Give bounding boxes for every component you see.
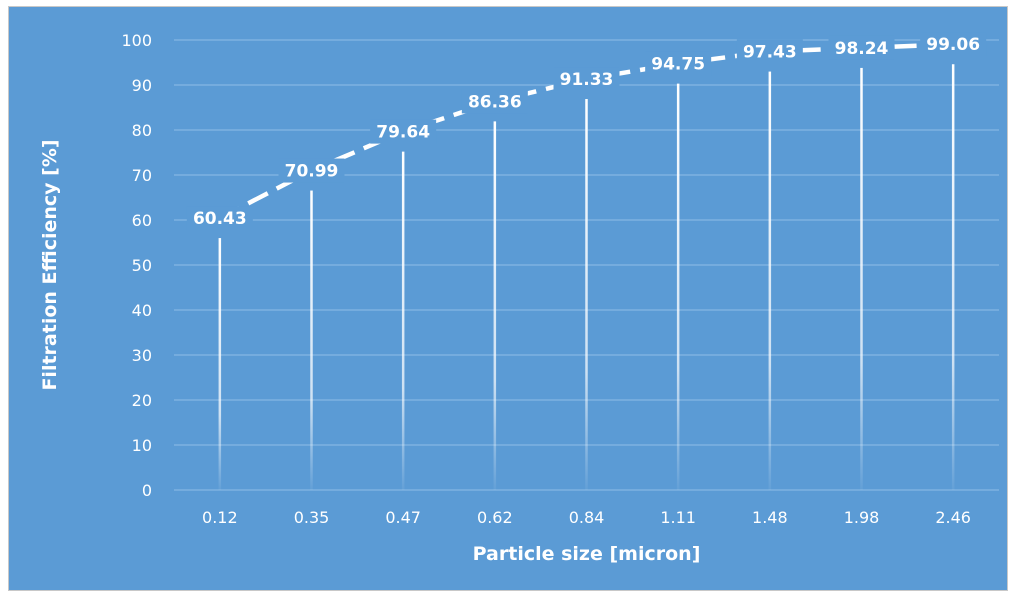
y-tick-label: 20 (132, 391, 152, 410)
x-tick-label: 1.11 (660, 508, 696, 527)
data-label-backing (461, 89, 528, 114)
x-axis-title: Particle size [micron] (473, 543, 701, 565)
drop-line (951, 64, 955, 491)
y-tick-label: 60 (132, 211, 152, 230)
data-label: 94.75 (651, 55, 705, 75)
y-tick-label: 0 (142, 481, 152, 500)
x-tick-label: 0.62 (477, 508, 513, 527)
y-tick-label: 30 (132, 346, 152, 365)
x-axis-ticks: 0.12 0.35 0.47 0.62 0.84 1.11 1.48 1.98 2.46 (202, 508, 971, 527)
data-label: 97.43 (743, 43, 797, 63)
data-label-backing (278, 158, 345, 183)
drop-line (401, 151, 405, 490)
data-label-backing (736, 39, 803, 64)
y-tick-label: 80 (132, 121, 152, 140)
data-label: 98.24 (835, 39, 889, 59)
drop-line (860, 67, 863, 491)
chart-container: 0 10 20 30 40 50 60 70 80 90 100 0.12 0.35 0.47 0.62 0… (8, 6, 1008, 591)
drop-line (310, 190, 313, 491)
data-label: 99.06 (926, 35, 980, 55)
data-labels: 60.43 70.99 79.64 86.36 91.33 94.75 97.43 98.24… (186, 32, 987, 231)
drop-line (768, 71, 772, 490)
data-label-backing (186, 206, 253, 231)
drop-lines (218, 64, 955, 491)
x-tick-label: 0.47 (385, 508, 421, 527)
drop-line (493, 121, 497, 490)
y-axis-ticks: 0 10 20 30 40 50 60 70 80 90 100 (121, 31, 152, 500)
data-label: 86.36 (468, 92, 522, 112)
data-label: 91.33 (560, 70, 614, 90)
y-tick-label: 50 (132, 256, 152, 275)
y-tick-label: 90 (132, 76, 152, 95)
data-label-backing (645, 51, 712, 76)
drop-line (676, 83, 680, 490)
data-label: 79.64 (376, 123, 430, 143)
y-tick-label: 70 (132, 166, 152, 185)
x-tick-label: 0.12 (202, 508, 238, 527)
data-label-backing (920, 32, 987, 57)
y-axis-title: Filtration Efficiency [%] (39, 139, 61, 390)
data-label-backing (553, 67, 620, 92)
drop-line (585, 99, 588, 490)
x-tick-label: 0.35 (294, 508, 330, 527)
data-label: 70.99 (285, 162, 339, 182)
x-tick-label: 0.84 (569, 508, 605, 527)
drop-line (218, 238, 222, 490)
y-tick-label: 40 (132, 301, 152, 320)
y-tick-label: 100 (121, 31, 152, 50)
data-label-backing (828, 35, 895, 60)
x-tick-label: 1.98 (844, 508, 880, 527)
x-tick-label: 1.48 (752, 508, 788, 527)
data-label-backing (370, 119, 437, 144)
data-label: 60.43 (193, 209, 247, 229)
x-tick-label: 2.46 (935, 508, 971, 527)
y-tick-label: 10 (132, 436, 152, 455)
